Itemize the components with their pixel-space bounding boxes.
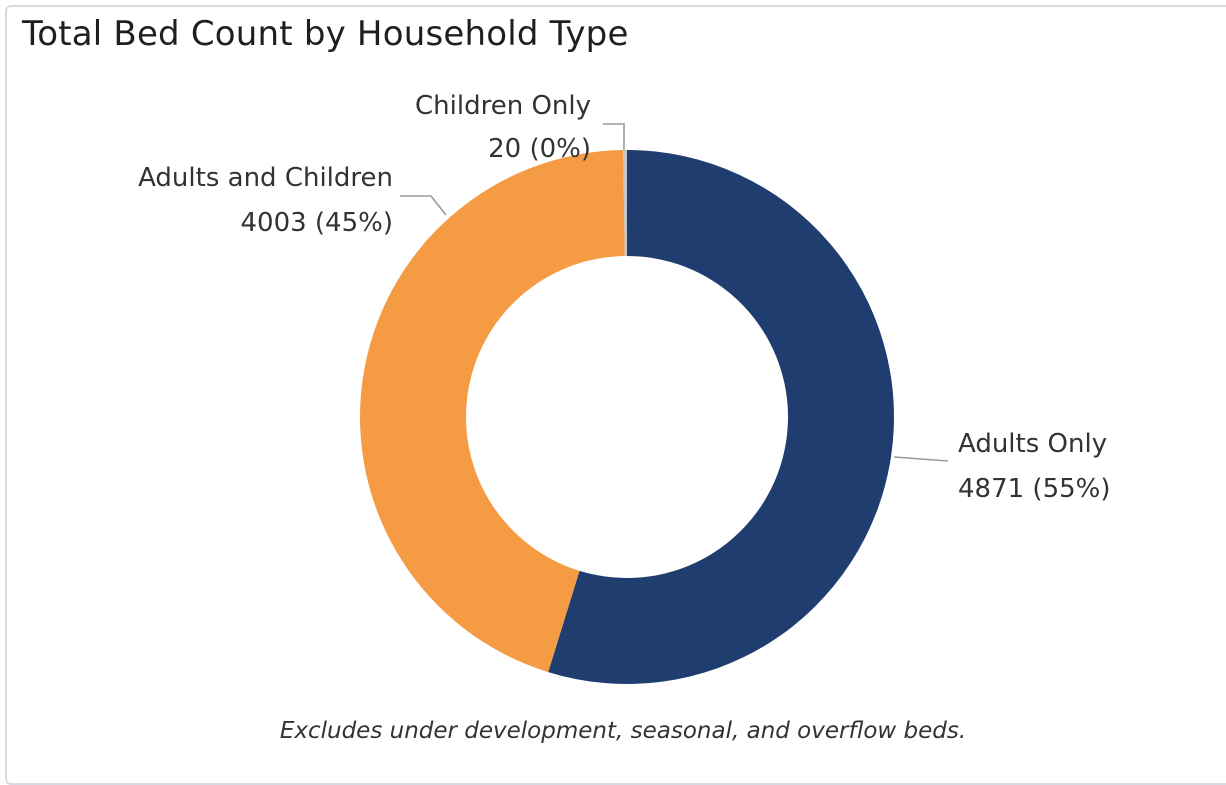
leader-line-children-only xyxy=(603,123,625,150)
donut-slices xyxy=(360,150,894,684)
slice-children-only[interactable] xyxy=(623,150,627,257)
leader-line-adults-and-children xyxy=(400,195,447,216)
slice-value-children-only: 20 (0%) xyxy=(488,134,591,164)
slice-label-children-only: Children Only xyxy=(415,91,591,121)
chart-footnote: Excludes under development, seasonal, an… xyxy=(279,718,967,744)
slice-adults-and-children[interactable] xyxy=(360,150,625,673)
slice-value-adults-only: 4871 (55%) xyxy=(958,474,1111,504)
slice-labels: Adults Only 4871 (55%) Adults and Children… xyxy=(138,91,1110,504)
slice-value-adults-and-children: 4003 (45%) xyxy=(240,208,393,238)
chart-title: Total Bed Count by Household Type xyxy=(22,14,629,54)
slice-adults-only[interactable] xyxy=(548,150,894,684)
leader-line-adults-only xyxy=(893,456,949,462)
slice-label-adults-and-children: Adults and Children xyxy=(138,163,393,193)
slice-label-adults-only: Adults Only xyxy=(958,429,1107,459)
leader-lines xyxy=(400,123,949,462)
